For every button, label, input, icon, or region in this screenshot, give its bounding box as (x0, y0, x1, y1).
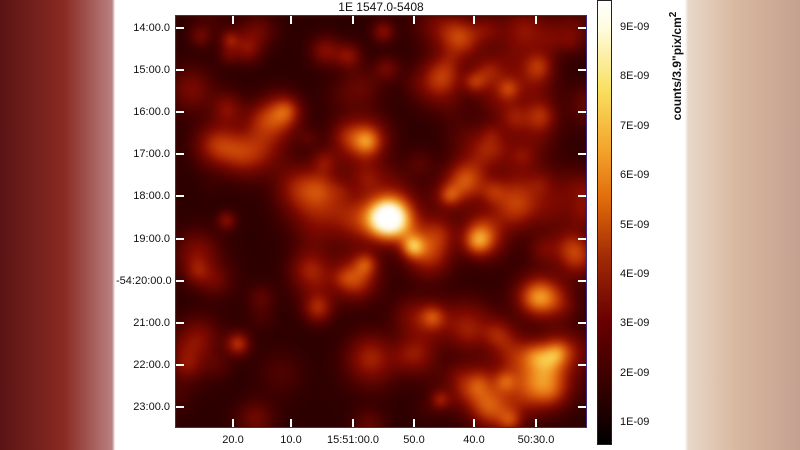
y-tick-label: 18:00.0 (133, 190, 170, 203)
y-tick-mark (578, 27, 586, 29)
x-tick-mark (352, 419, 354, 427)
x-tick-mark (535, 419, 537, 427)
y-tick-mark (578, 111, 586, 114)
y-tick-mark (176, 405, 184, 408)
heatmap-image (176, 16, 586, 427)
colorbar-label-superscript: 2 (668, 11, 679, 18)
y-tick-mark (176, 363, 184, 366)
x-tick-mark (473, 16, 475, 24)
x-tick-mark (352, 16, 354, 24)
y-tick-mark (578, 195, 586, 198)
x-tick-mark (290, 419, 292, 427)
colorbar-tick-label: 8E-09 (620, 70, 650, 83)
x-tick-mark (232, 419, 234, 427)
y-tick-label: 23:00.0 (133, 400, 170, 413)
y-tick-mark (578, 279, 586, 282)
colorbar-label-text: counts/3.9"pix/cm (670, 17, 684, 121)
y-tick-mark (176, 279, 184, 282)
x-tick-mark (535, 16, 537, 24)
x-tick-label: 15:51:00.0 (327, 434, 379, 446)
x-tick-mark (290, 16, 292, 24)
x-tick-mark (413, 419, 415, 427)
x-tick-mark (473, 419, 475, 427)
y-tick-mark (176, 153, 184, 156)
x-tick-mark (413, 16, 415, 24)
colorbar-tick-label: 5E-09 (620, 218, 650, 231)
y-tick-mark (578, 153, 586, 156)
y-tick-label: 19:00.0 (133, 232, 170, 245)
x-tick-label: 50.0 (403, 434, 425, 446)
colorbar-tick-label: 1E-09 (620, 416, 650, 429)
x-tick-label: 10.0 (280, 434, 302, 446)
y-tick-mark (176, 321, 184, 324)
y-tick-mark (578, 405, 586, 408)
colorbar-tick-label: 4E-09 (620, 267, 650, 280)
y-tick-label: -54:20:00.0 (116, 274, 172, 287)
y-tick-mark (176, 27, 184, 29)
colorbar-tick-label: 3E-09 (620, 317, 650, 330)
chart-title: 1E 1547.0-5408 (338, 0, 424, 14)
y-tick-mark (176, 111, 184, 114)
colorbar-tick-label: 2E-09 (620, 366, 650, 379)
y-tick-label: 14:00.0 (133, 22, 170, 34)
colorbar-tick-label: 7E-09 (620, 119, 650, 132)
y-tick-label: 16:00.0 (133, 106, 170, 119)
colorbar-tick-label: 6E-09 (620, 169, 650, 182)
x-tick-label: 20.0 (222, 434, 244, 446)
y-tick-label: 15:00.0 (133, 64, 170, 77)
y-tick-mark (176, 195, 184, 198)
x-tick-label: 50:30.0 (517, 434, 555, 446)
x-tick-mark (232, 16, 234, 24)
y-tick-label: 22:00.0 (133, 358, 170, 371)
y-tick-mark (578, 69, 586, 72)
x-tick-label: 40.0 (463, 434, 485, 446)
y-tick-mark (578, 321, 586, 324)
colorbar-tick-label: 9E-09 (620, 20, 650, 33)
image-plot-area (175, 15, 587, 428)
colorbar (597, 0, 612, 445)
y-tick-mark (578, 237, 586, 240)
y-tick-mark (176, 237, 184, 240)
y-tick-label: 21:00.0 (133, 316, 170, 329)
y-tick-mark (578, 363, 586, 366)
colorbar-label: counts/3.9"pix/cm2 (668, 12, 684, 121)
y-tick-mark (176, 69, 184, 72)
y-tick-label: 17:00.0 (133, 148, 170, 161)
